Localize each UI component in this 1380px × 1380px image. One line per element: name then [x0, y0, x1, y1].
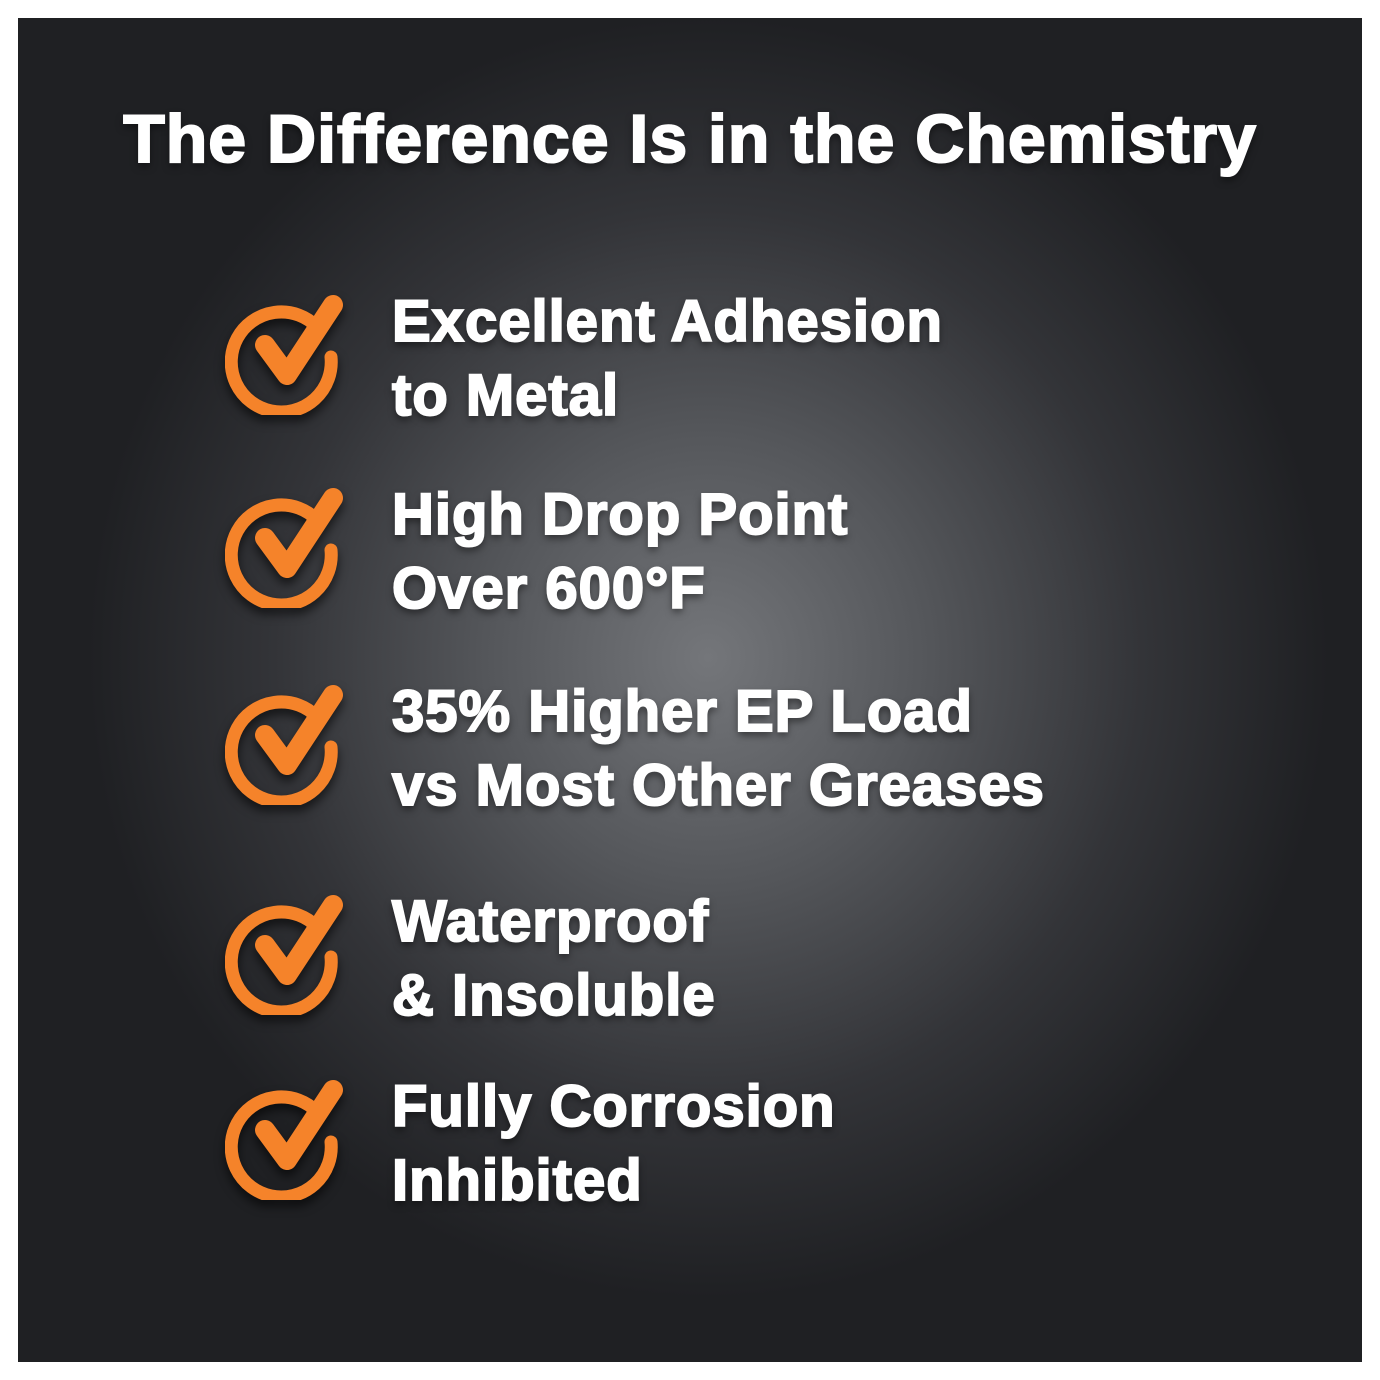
feature-item: Fully Corrosion Inhibited [225, 1070, 1225, 1220]
feature-item: High Drop Point Over 600°F [225, 478, 1225, 628]
feature-item: Excellent Adhesion to Metal [225, 285, 1225, 435]
feature-line-2: Inhibited [391, 1147, 643, 1214]
page-title: The Difference Is in the Chemistry [122, 100, 1257, 178]
feature-line-1: High Drop Point [391, 481, 849, 548]
check-circle-icon [225, 895, 343, 1015]
feature-line-1: Waterproof [391, 888, 710, 955]
check-circle-icon [225, 1080, 343, 1200]
feature-line-1: Fully Corrosion [391, 1073, 836, 1140]
feature-line-2: to Metal [391, 362, 620, 429]
feature-item: Waterproof & Insoluble [225, 885, 1225, 1035]
feature-line-2: & Insoluble [391, 962, 716, 1029]
feature-line-2: Over 600°F [391, 555, 706, 622]
feature-line-1: 35% Higher EP Load [391, 678, 973, 745]
feature-item: 35% Higher EP Load vs Most Other Greases [225, 675, 1225, 825]
feature-line-1: Excellent Adhesion [391, 288, 943, 355]
check-circle-icon [225, 295, 343, 415]
check-circle-icon [225, 685, 343, 805]
check-circle-icon [225, 488, 343, 608]
feature-line-2: vs Most Other Greases [391, 752, 1045, 819]
background-panel [18, 18, 1362, 1362]
